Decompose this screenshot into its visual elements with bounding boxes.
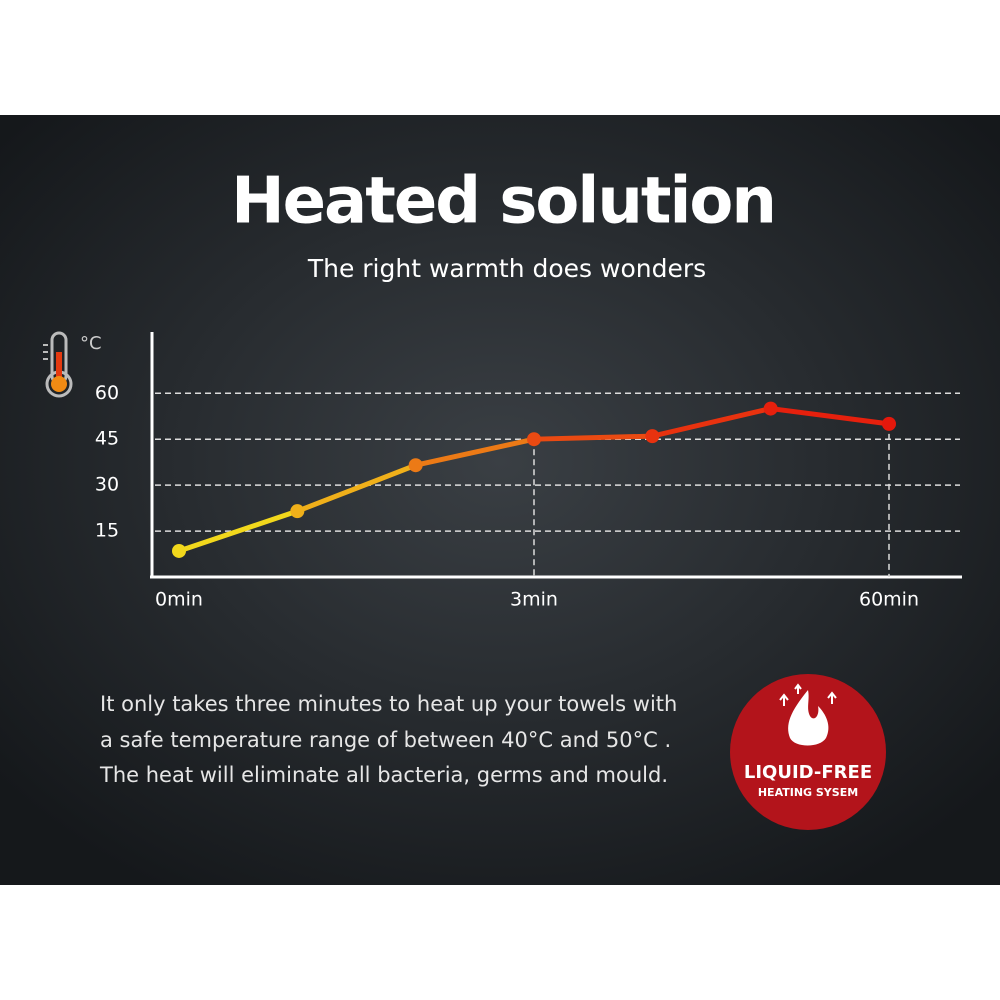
line-segment — [176, 508, 300, 554]
x-tick-label: 3min — [510, 589, 558, 611]
title: Heated solution — [231, 165, 775, 239]
badge-title: LIQUID-FREE — [744, 762, 872, 783]
y-tick-label: 30 — [95, 474, 119, 496]
plot: 15 30 45 60 0min 3min 60min — [95, 382, 960, 611]
thermometer-icon — [43, 331, 73, 398]
point — [408, 458, 423, 473]
point — [527, 432, 541, 447]
line-segment — [768, 406, 892, 427]
y-unit: °C — [80, 333, 102, 354]
body-line: a safe temperature range of between 40°C… — [100, 728, 671, 752]
y-tick-label: 15 — [95, 520, 119, 542]
point — [172, 543, 186, 558]
line-segment — [413, 436, 537, 468]
x-tick-label: 60min — [859, 589, 919, 611]
top-band — [0, 0, 1000, 115]
point — [763, 401, 778, 416]
point — [290, 504, 305, 519]
point — [882, 416, 896, 431]
y-tick-label: 60 — [95, 382, 119, 404]
x-tick-label: 0min — [155, 589, 203, 611]
body-line: It only takes three minutes to heat up y… — [100, 692, 677, 716]
line-segment — [294, 462, 419, 514]
point — [645, 429, 660, 444]
subtitle: The right warmth does wonders — [307, 254, 706, 283]
body-line: The heat will eliminate all bacteria, ge… — [99, 763, 668, 787]
y-tick-label: 45 — [95, 428, 119, 450]
line-segment — [649, 406, 774, 439]
line-segment — [531, 433, 655, 442]
badge — [730, 674, 886, 830]
badge-subtitle: HEATING SYSEM — [758, 786, 858, 799]
